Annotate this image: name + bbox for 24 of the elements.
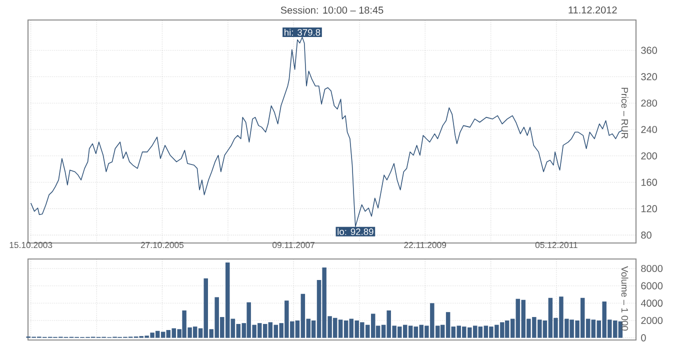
text: Session: 10:00 – 18:45 bbox=[280, 6, 384, 14]
y-tick-label: 200 bbox=[641, 152, 657, 160]
y-tick-label: 0 bbox=[641, 334, 646, 342]
y-tick-label: 240 bbox=[641, 126, 657, 134]
y-tick-label: 4000 bbox=[640, 300, 663, 307]
y-tick-label: 120 bbox=[641, 205, 657, 212]
x-tick-label: 22.11.2009 bbox=[404, 242, 446, 248]
y-tick-label: 320 bbox=[641, 73, 657, 80]
x-tick-label: 09.11.2007 bbox=[272, 242, 314, 248]
y-tick-label: 160 bbox=[641, 178, 657, 186]
y-tick-label: 6000 bbox=[641, 282, 663, 290]
x-tick-label: 05.12.2011 bbox=[535, 242, 578, 248]
y-tick-label: 8000 bbox=[641, 264, 663, 272]
text: 11.12.2012 bbox=[568, 6, 617, 14]
x-tick-label: 27.10.2005 bbox=[140, 242, 184, 248]
x-tick-label: 15.10.2003 bbox=[10, 242, 52, 248]
y-tick-label: 360 bbox=[641, 46, 657, 54]
y-axis-title: Price – RUR bbox=[621, 88, 628, 139]
annotation: hi: 379.8 bbox=[284, 28, 320, 36]
annotation: lo: 92.89 bbox=[338, 228, 374, 236]
y-tick-label: 2000 bbox=[641, 316, 663, 324]
y-axis-title: Volume – 1 000 bbox=[621, 266, 628, 331]
y-tick-label: 280 bbox=[641, 100, 657, 107]
y-tick-label: 80 bbox=[641, 232, 652, 239]
